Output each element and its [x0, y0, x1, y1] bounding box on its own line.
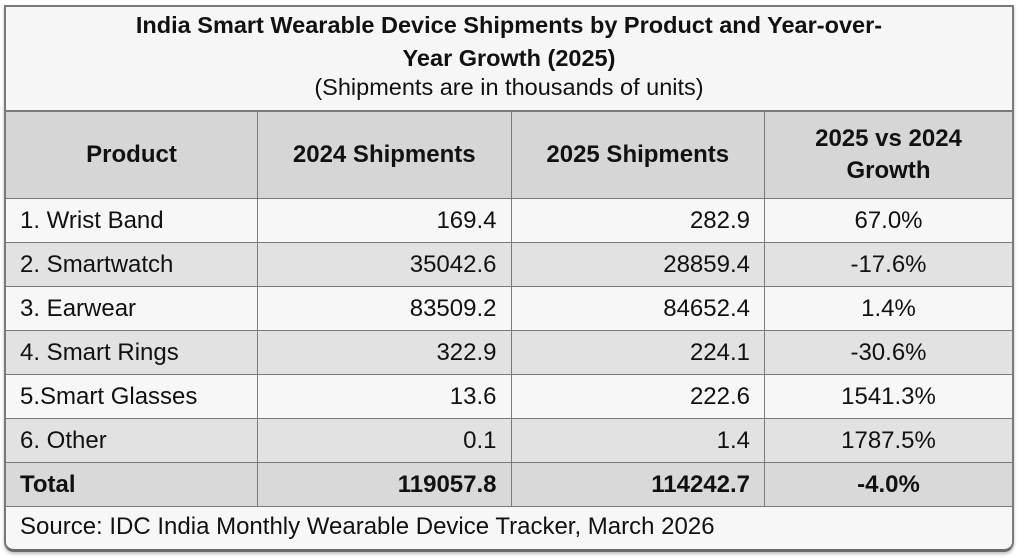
shipments-2025-cell: 282.9 — [510, 198, 765, 243]
table-row: 4. Smart Rings 322.9 224.1 -30.6% — [6, 330, 1012, 375]
title-line-2: Year Growth (2025) — [402, 45, 616, 71]
title-line-1: India Smart Wearable Device Shipments by… — [135, 12, 883, 38]
shipments-2025-cell: 224.1 — [510, 330, 765, 375]
shipments-2024-cell: 35042.6 — [257, 242, 512, 287]
growth-cell: 1787.5% — [764, 418, 1012, 463]
growth-cell: 1.4% — [764, 286, 1012, 331]
shipments-2025-cell: 28859.4 — [510, 242, 765, 287]
shipments-2024-cell: 322.9 — [257, 330, 512, 375]
table-row: 6. Other 0.1 1.4 1787.5% — [6, 418, 1012, 463]
shipments-2024-cell: 13.6 — [257, 374, 512, 419]
growth-cell: 67.0% — [764, 198, 1012, 243]
growth-cell: -30.6% — [764, 330, 1012, 375]
header-2025: 2025 Shipments — [510, 112, 765, 199]
header-product: Product — [6, 112, 258, 199]
product-cell: Total — [6, 462, 258, 507]
product-cell: 4. Smart Rings — [6, 330, 258, 375]
product-cell: 1. Wrist Band — [6, 198, 258, 243]
table-subtitle: (Shipments are in thousands of units) — [314, 74, 704, 100]
product-cell: 3. Earwear — [6, 286, 258, 331]
growth-cell: 1541.3% — [764, 374, 1012, 419]
table-row: 5.Smart Glasses 13.6 222.6 1541.3% — [6, 374, 1012, 419]
shipments-2024-cell: 169.4 — [257, 198, 512, 243]
header-growth: 2025 vs 2024 Growth — [764, 112, 1012, 199]
header-2024: 2024 Shipments — [257, 112, 512, 199]
table-title: India Smart Wearable Device Shipments by… — [6, 7, 1012, 112]
shipments-2025-cell: 1.4 — [510, 418, 765, 463]
shipments-2025-cell: 84652.4 — [510, 286, 765, 331]
shipments-2024-cell: 119057.8 — [257, 462, 512, 507]
total-row: Total 119057.8 114242.7 -4.0% — [6, 462, 1012, 507]
shipments-table: Product 2024 Shipments 2025 Shipments 20… — [6, 112, 1012, 507]
growth-cell: -4.0% — [764, 462, 1012, 507]
shipments-2025-cell: 114242.7 — [510, 462, 765, 507]
shipments-2024-cell: 83509.2 — [257, 286, 512, 331]
table-row: 1. Wrist Band 169.4 282.9 67.0% — [6, 198, 1012, 243]
product-cell: 6. Other — [6, 418, 258, 463]
shipments-2024-cell: 0.1 — [257, 418, 512, 463]
table-row: 3. Earwear 83509.2 84652.4 1.4% — [6, 286, 1012, 331]
product-cell: 2. Smartwatch — [6, 242, 258, 287]
header-row: Product 2024 Shipments 2025 Shipments 20… — [6, 112, 1012, 199]
growth-cell: -17.6% — [764, 242, 1012, 287]
shipments-2025-cell: 222.6 — [510, 374, 765, 419]
shipments-table-card: India Smart Wearable Device Shipments by… — [4, 5, 1014, 552]
source-note: Source: IDC India Monthly Wearable Devic… — [6, 507, 1012, 549]
product-cell: 5.Smart Glasses — [6, 374, 258, 419]
table-row: 2. Smartwatch 35042.6 28859.4 -17.6% — [6, 242, 1012, 287]
